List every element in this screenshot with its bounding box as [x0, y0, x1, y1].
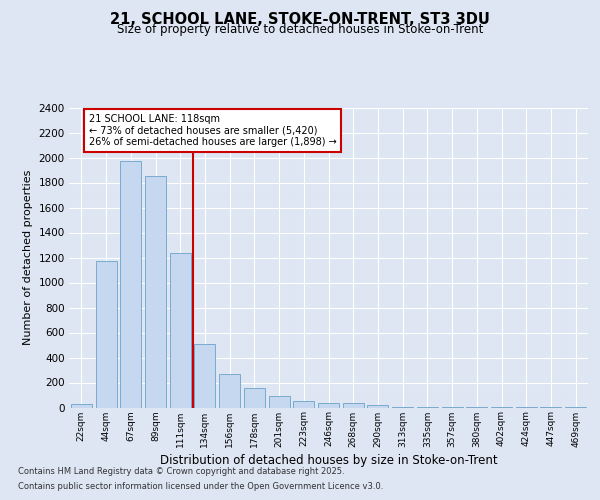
- Bar: [145, 176, 166, 408]
- Bar: [194, 344, 215, 408]
- Bar: [417, 407, 438, 408]
- Bar: [367, 405, 388, 407]
- Bar: [170, 252, 191, 408]
- Text: Contains HM Land Registry data © Crown copyright and database right 2025.: Contains HM Land Registry data © Crown c…: [18, 467, 344, 476]
- Bar: [293, 401, 314, 407]
- Bar: [244, 388, 265, 407]
- Text: Size of property relative to detached houses in Stoke-on-Trent: Size of property relative to detached ho…: [117, 22, 483, 36]
- Text: Contains public sector information licensed under the Open Government Licence v3: Contains public sector information licen…: [18, 482, 383, 491]
- Bar: [269, 396, 290, 407]
- X-axis label: Distribution of detached houses by size in Stoke-on-Trent: Distribution of detached houses by size …: [160, 454, 497, 466]
- Text: 21 SCHOOL LANE: 118sqm
← 73% of detached houses are smaller (5,420)
26% of semi-: 21 SCHOOL LANE: 118sqm ← 73% of detached…: [89, 114, 337, 147]
- Bar: [120, 161, 141, 408]
- Bar: [71, 404, 92, 407]
- Bar: [219, 374, 240, 408]
- Bar: [318, 402, 339, 407]
- Y-axis label: Number of detached properties: Number of detached properties: [23, 170, 33, 345]
- Bar: [343, 403, 364, 407]
- Text: 21, SCHOOL LANE, STOKE-ON-TRENT, ST3 3DU: 21, SCHOOL LANE, STOKE-ON-TRENT, ST3 3DU: [110, 12, 490, 28]
- Bar: [95, 261, 116, 408]
- Bar: [392, 407, 413, 408]
